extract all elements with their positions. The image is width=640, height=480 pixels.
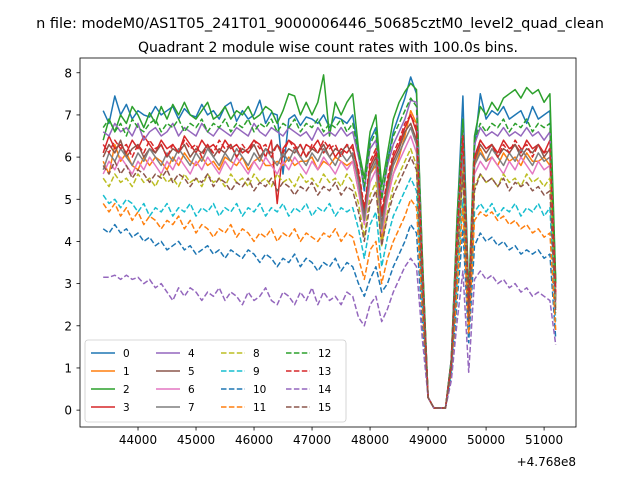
x-tick-label: 46000 — [235, 433, 273, 447]
series-layer — [102, 74, 557, 409]
y-tick-label: 6 — [64, 151, 72, 165]
legend-label-8: 8 — [253, 348, 260, 360]
x-tick-label: 49000 — [409, 433, 447, 447]
series-line-13 — [102, 114, 557, 409]
series-line-15 — [102, 156, 557, 409]
y-tick-label: 1 — [64, 361, 72, 375]
y-tick-label: 2 — [64, 319, 72, 333]
y-tick-label: 3 — [64, 277, 72, 291]
legend-label-13: 13 — [318, 366, 331, 378]
figure-suptitle: n file: modeM0/AS1T05_241T01_9000006446_… — [36, 16, 604, 32]
legend-label-10: 10 — [253, 384, 266, 396]
axes: 44000 45000 46000 47000 48000 49000 50000 51000… — [64, 57, 577, 447]
y-tick-label: 7 — [64, 108, 72, 122]
axes-frame — [79, 57, 577, 428]
legend-label-0: 0 — [123, 348, 130, 360]
series-line-14 — [103, 257, 557, 409]
x-tick-label: 44000 — [119, 433, 157, 447]
legend-label-15: 15 — [318, 402, 331, 414]
legend-label-12: 12 — [318, 348, 331, 360]
series-line-11 — [102, 198, 557, 409]
x-offset-label: +4.768e8 — [517, 455, 576, 469]
y-tick-label: 0 — [64, 404, 72, 418]
legend-label-3: 3 — [123, 402, 130, 414]
series-line-9 — [102, 177, 557, 409]
legend-label-1: 1 — [123, 366, 130, 378]
series-line-10 — [102, 223, 557, 409]
series-line-12 — [102, 97, 557, 409]
y-tick-label: 5 — [64, 193, 72, 207]
legend-label-11: 11 — [253, 402, 266, 414]
legend-label-4: 4 — [188, 348, 195, 360]
legend-label-2: 2 — [123, 384, 130, 396]
legend-label-9: 9 — [253, 366, 260, 378]
series-line-4 — [102, 99, 557, 409]
y-tick-label: 8 — [64, 66, 72, 80]
legend-label-14: 14 — [318, 384, 332, 396]
series-line-2 — [102, 74, 557, 409]
y-tick-label: 4 — [64, 235, 72, 249]
legend-label-7: 7 — [188, 402, 195, 414]
series-line-7 — [102, 126, 557, 409]
chart-title: Quadrant 2 module wise count rates with … — [138, 40, 518, 56]
x-tick-label: 50000 — [467, 433, 505, 447]
x-tick-label: 47000 — [293, 433, 331, 447]
legend-label-6: 6 — [188, 384, 195, 396]
legend-box — [84, 339, 347, 423]
series-line-6 — [102, 135, 557, 409]
x-tick-label: 48000 — [351, 433, 389, 447]
x-tick-label: 45000 — [177, 433, 215, 447]
legend-label-5: 5 — [188, 366, 195, 378]
series-line-8 — [102, 147, 557, 409]
x-tick-label: 51000 — [525, 433, 563, 447]
